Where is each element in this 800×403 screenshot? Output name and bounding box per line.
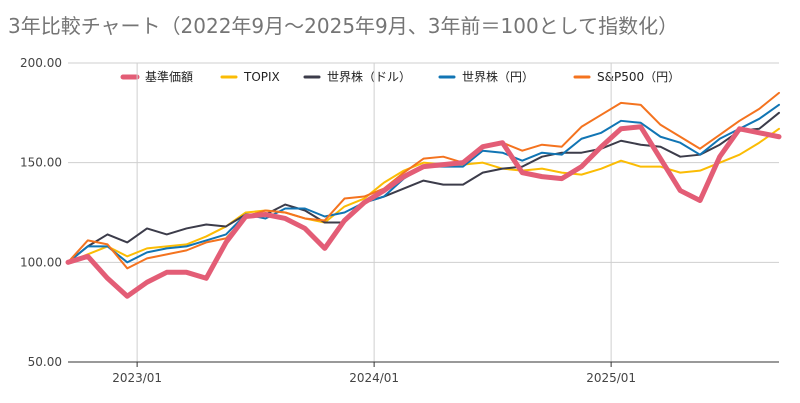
series-line (67, 91, 780, 270)
axes: 50.00 100.00 150.00 200.00 2023/01 2024/01 202… (20, 56, 779, 385)
series-layer (65, 91, 782, 299)
series-line (67, 111, 780, 264)
y-tick-label: 200.00 (20, 56, 62, 70)
chart-title: 3年比較チャート（2022年9月〜2025年9月、3年前＝100として指数化） (8, 14, 678, 38)
legend-label: TOPIX (243, 70, 280, 84)
legend-label: 世界株（ドル） (327, 69, 411, 84)
legend: 基準価額 TOPIX 世界株（ドル） 世界株（円） S&P500（円） (120, 69, 680, 84)
x-tick-label: 2024/01 (349, 371, 399, 385)
y-tick-label: 50.00 (28, 355, 62, 369)
grid (68, 62, 779, 362)
series-line (67, 127, 780, 264)
x-tick-label: 2023/01 (112, 371, 162, 385)
legend-label: 世界株（円） (462, 69, 534, 84)
series-line (67, 103, 780, 264)
series-line (65, 124, 782, 299)
x-tick-label: 2025/01 (586, 371, 636, 385)
legend-label: S&P500（円） (597, 70, 680, 84)
legend-label: 基準価額 (145, 69, 193, 84)
y-tick-label: 150.00 (20, 156, 62, 170)
y-tick-label: 100.00 (20, 255, 62, 269)
